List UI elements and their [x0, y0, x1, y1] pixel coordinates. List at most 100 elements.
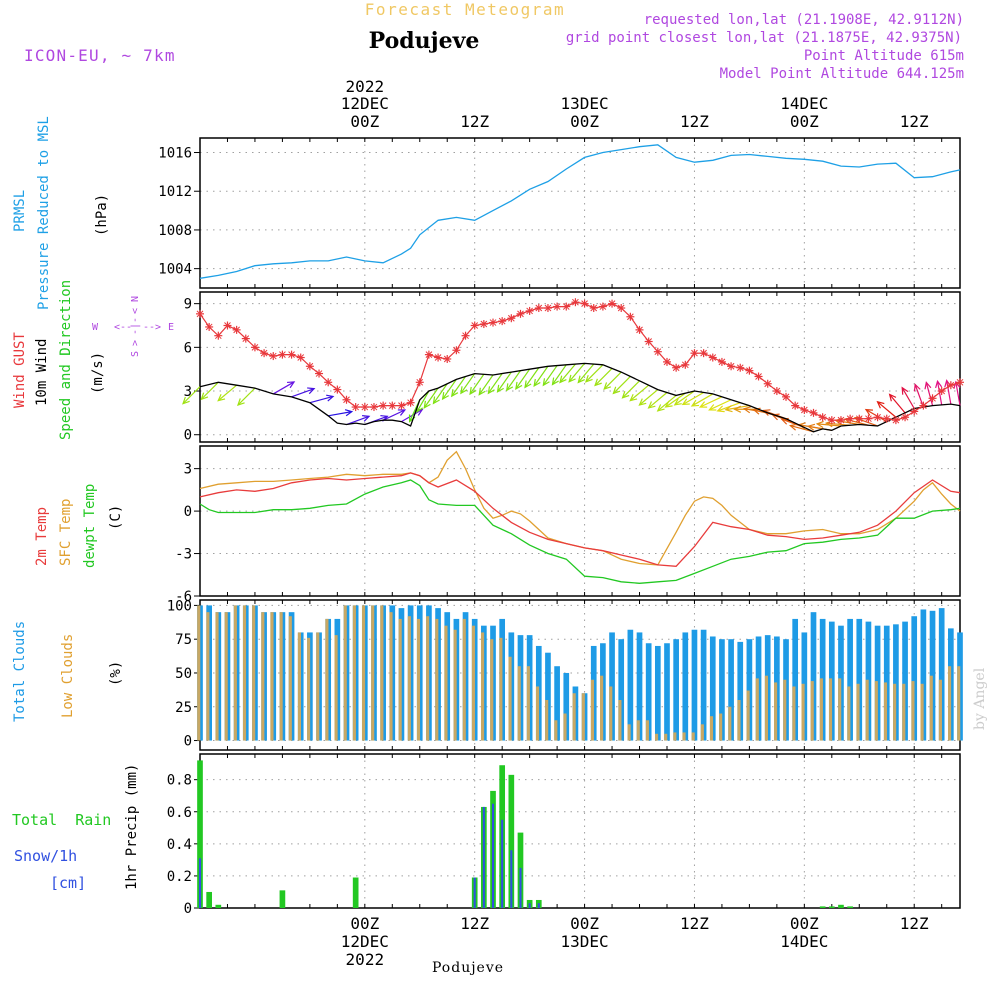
gust-marker-d — [425, 351, 433, 358]
wind-direction-arrow — [309, 394, 335, 404]
gust-marker-d — [416, 378, 424, 386]
wind-arrow-shaft — [200, 381, 219, 400]
gust-marker-d — [581, 300, 588, 308]
total-cloud-bar — [938, 608, 945, 741]
panel-border — [199, 137, 961, 289]
gust-marker — [836, 416, 845, 425]
panel-border — [199, 291, 961, 443]
gust-marker-d — [782, 393, 790, 401]
wind-arrow-head — [815, 420, 824, 428]
low-cloud-bar — [407, 616, 411, 741]
gust-marker — [461, 331, 470, 340]
wind-arrow-head — [559, 375, 567, 384]
gust-marker-d — [507, 314, 515, 322]
y-tick-label: 0.4 — [167, 837, 192, 853]
gust-marker-d — [736, 364, 744, 372]
hour-label: 12Z — [900, 914, 929, 933]
wind-arrow-head — [542, 378, 550, 387]
cloud-label-total: Total Clouds — [12, 621, 28, 722]
gust-marker-d — [352, 403, 360, 411]
gust-marker-d — [910, 408, 918, 415]
gust-marker-d — [590, 304, 598, 312]
gust-marker-d — [929, 394, 936, 402]
total-cloud-bar — [664, 643, 670, 741]
wind-arrow-shaft — [506, 370, 521, 391]
cloud-label-low: Low Clouds — [60, 634, 76, 718]
wind-arrow-shaft — [629, 384, 650, 402]
gust-marker — [644, 337, 653, 346]
date-label: 12DEC — [341, 94, 389, 113]
rain-bar — [847, 906, 853, 908]
gust-marker — [534, 304, 543, 313]
wind-arrow-head — [362, 415, 371, 422]
gust-marker-d — [434, 354, 442, 361]
temp-panel-labels: 2m Temp SFC Temp dewpt Temp (C) — [34, 484, 124, 568]
gust-marker-d — [608, 300, 616, 308]
wind-direction-arrow — [673, 390, 695, 406]
gust-marker — [406, 398, 415, 407]
low-cloud-bar — [252, 605, 256, 741]
wind-direction-arrow — [478, 374, 494, 396]
wind-arrow-head — [656, 404, 665, 412]
y-tick-label: 0 — [184, 428, 192, 444]
low-cloud-bar — [709, 716, 714, 741]
low-cloud-bar — [948, 666, 952, 741]
wind-arrow-head — [551, 377, 559, 386]
snow-bar — [528, 903, 531, 908]
low-cloud-bar — [902, 683, 906, 741]
gust-marker — [571, 298, 580, 307]
wind-arrow-shaft — [826, 422, 851, 426]
gust-marker-d — [956, 378, 964, 386]
y-tick-label: 1016 — [158, 146, 192, 162]
low-cloud-bar — [316, 632, 320, 741]
wind-arrow-shaft — [432, 383, 448, 404]
hour-label: 00Z — [790, 914, 819, 933]
precip-label-cm: [cm] — [50, 874, 86, 892]
wind-arrow-head — [326, 394, 335, 402]
date-label: 12DEC — [341, 932, 389, 951]
low-cloud-bar — [398, 618, 402, 741]
gust-marker — [250, 343, 259, 352]
wind-arrow-shaft — [639, 389, 659, 406]
gust-marker-d — [654, 348, 662, 356]
gust-marker — [598, 302, 607, 311]
wind-direction-arrow — [594, 368, 613, 387]
wind-arrow-shaft — [585, 364, 604, 383]
gust-marker — [287, 350, 296, 359]
low-cloud-bar — [682, 732, 686, 741]
gust-marker — [507, 314, 516, 323]
wind-direction-arrow — [876, 400, 897, 418]
wind-direction-arrow — [603, 371, 622, 391]
wind-arrow-shaft — [648, 392, 668, 409]
low-cloud-bar — [929, 675, 933, 741]
total-cloud-bar — [691, 629, 698, 741]
gust-marker-d — [324, 378, 332, 386]
wind-direction-arrow — [888, 393, 906, 414]
wind-arrow-head — [307, 387, 316, 395]
low-cloud-bar — [297, 632, 302, 741]
snow-bar — [473, 877, 476, 908]
rain-bar — [197, 760, 203, 908]
gust-marker — [223, 321, 232, 330]
gust-marker — [269, 352, 278, 361]
gust-marker — [415, 378, 424, 387]
y-tick-label: -3 — [175, 547, 192, 563]
gust-marker — [791, 401, 800, 410]
y-tick-label: 9 — [184, 297, 192, 313]
low-cloud-bar — [572, 693, 576, 741]
hour-label: 00Z — [350, 112, 379, 131]
wind-arrow-shaft — [346, 415, 370, 426]
gust-marker — [315, 369, 324, 378]
gust-marker — [379, 401, 388, 410]
wind-frame: 0 3 6 9 — [184, 291, 961, 444]
gust-marker-d — [773, 387, 781, 395]
y-tick-label: 1008 — [158, 223, 192, 239]
low-cloud-bar — [581, 693, 585, 741]
wind-arrow-head — [344, 409, 354, 417]
wind-arrow-head — [742, 406, 751, 414]
hour-label: 12Z — [460, 112, 489, 131]
gust-marker-d — [764, 380, 772, 388]
date-label: 14DEC — [780, 94, 828, 113]
low-cloud-bar — [664, 733, 668, 741]
